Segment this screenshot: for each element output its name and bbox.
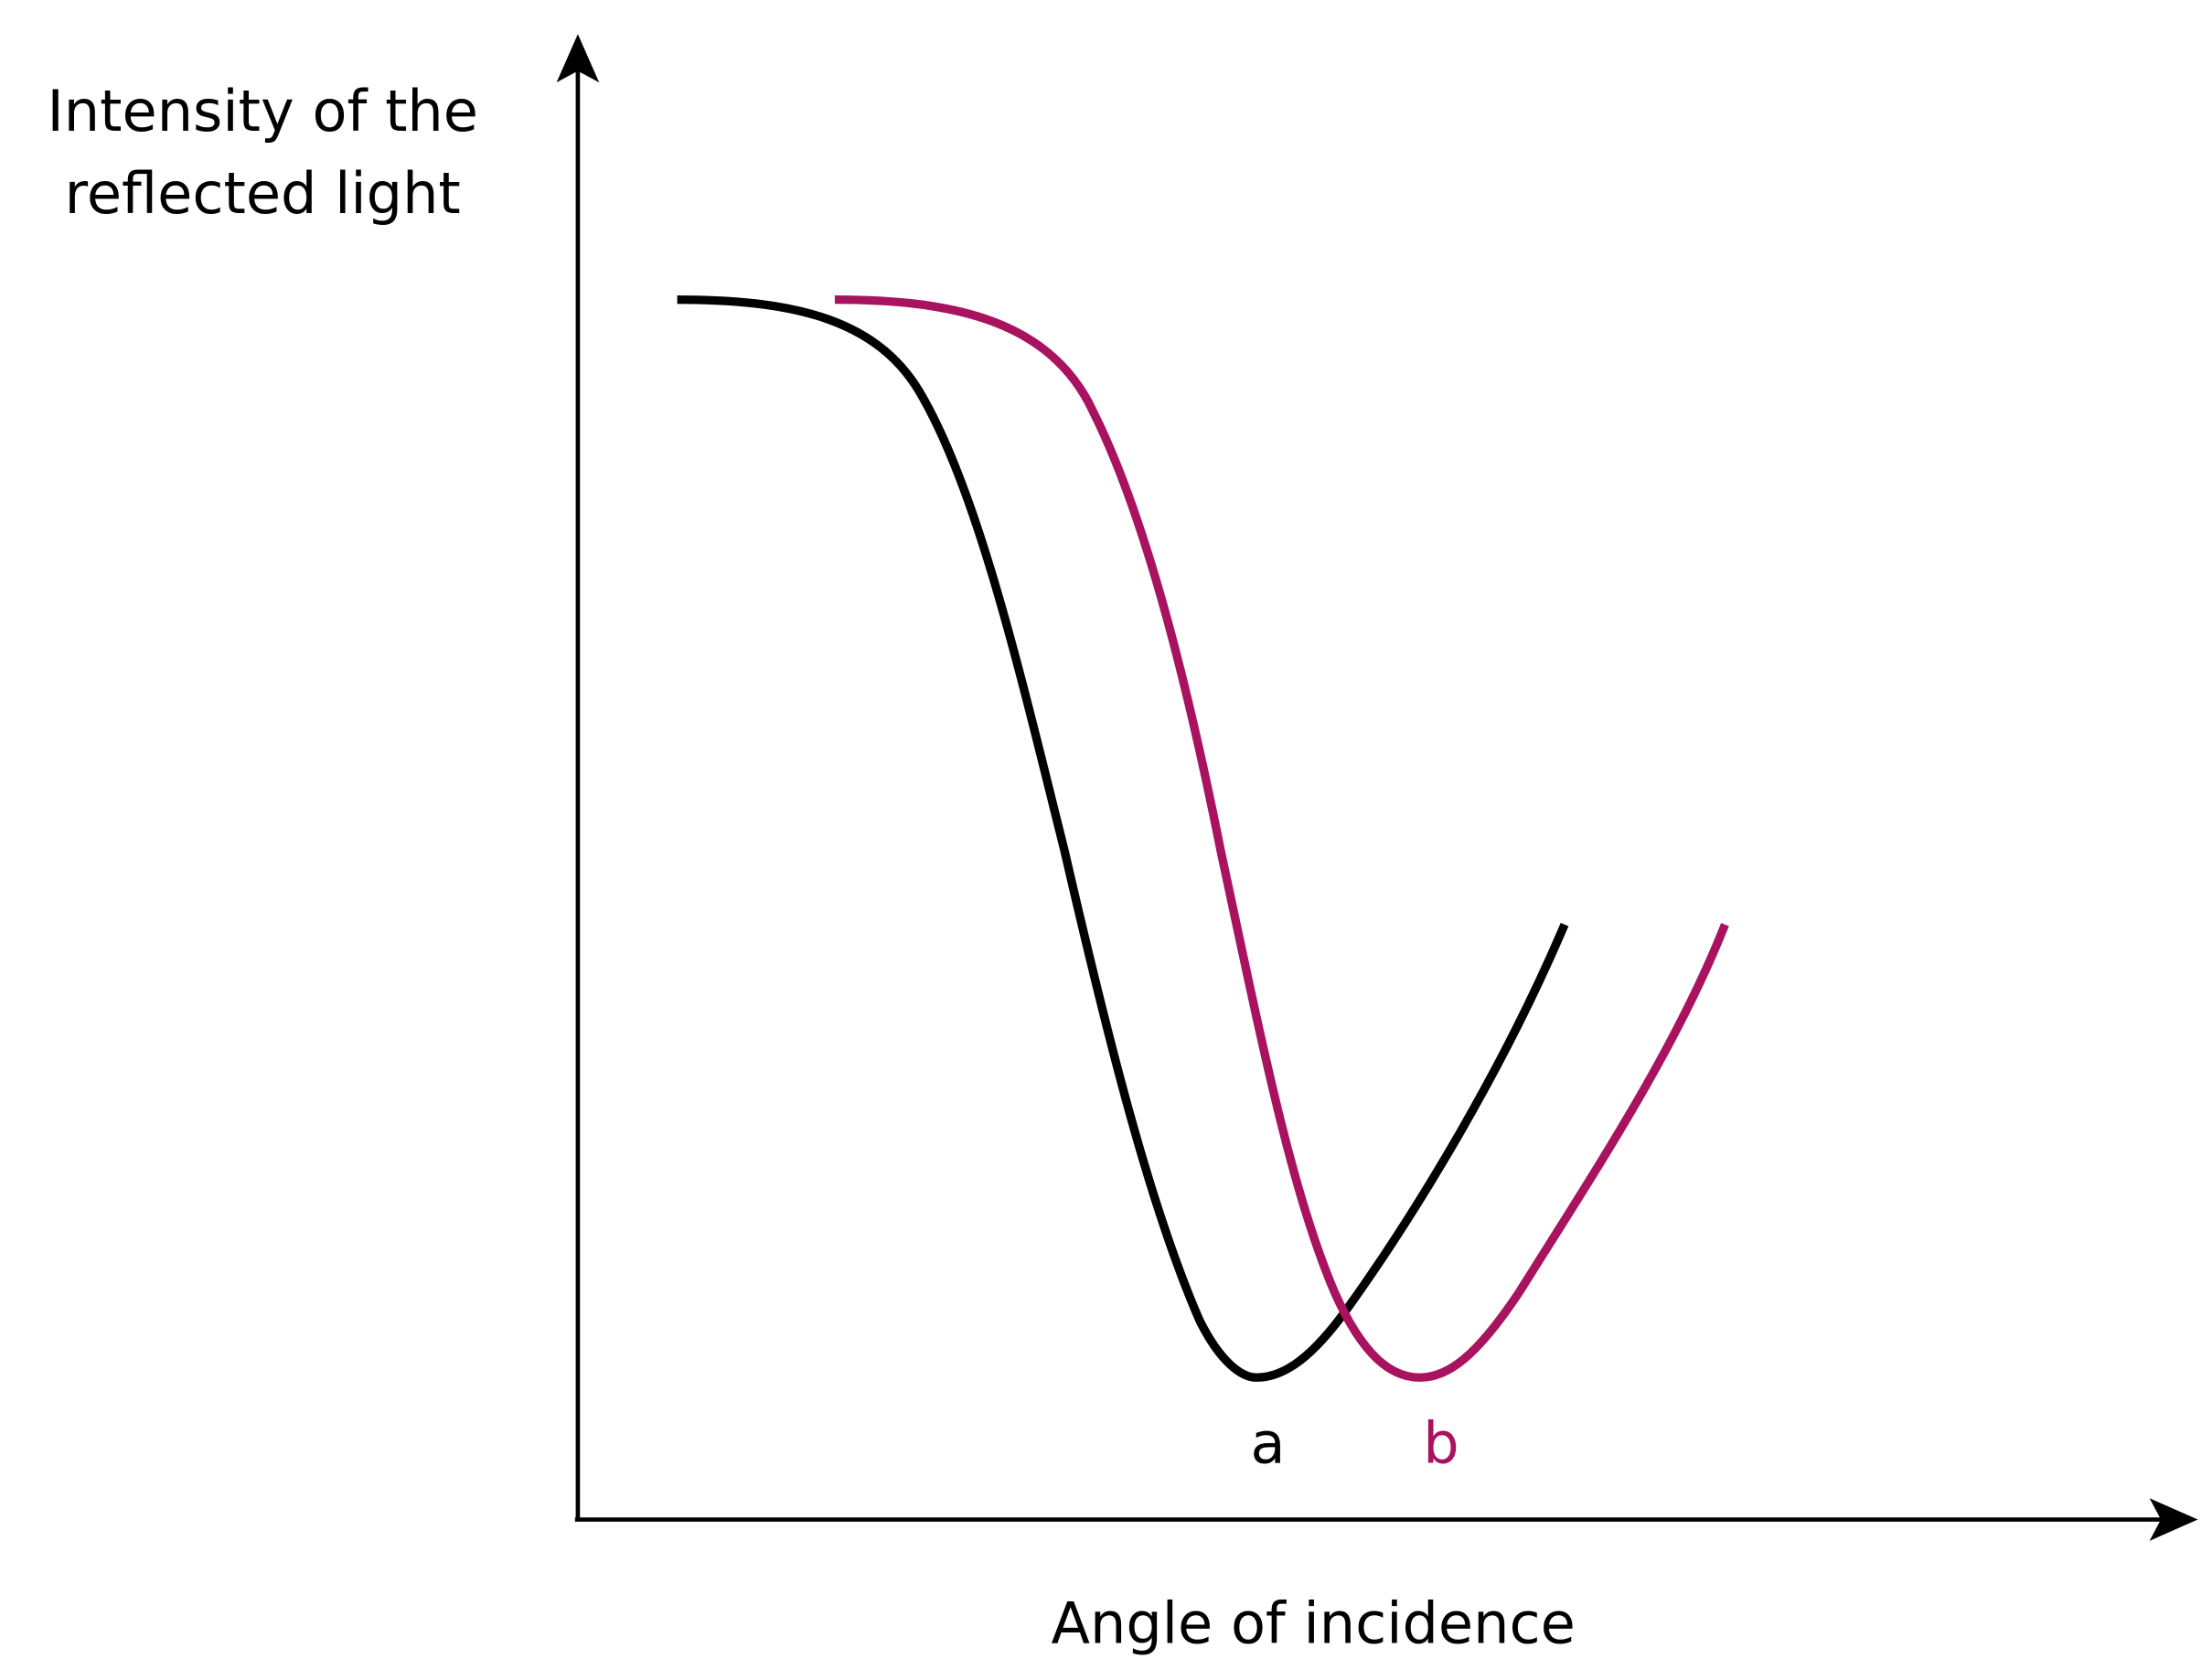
curve-label: b <box>1423 1409 1459 1476</box>
curve-b <box>834 294 1729 1382</box>
curve-a <box>677 294 1569 1382</box>
curve-label: a <box>1250 1409 1285 1476</box>
y-axis-label: reflected light <box>65 160 461 227</box>
y-axis-arrow <box>556 34 600 83</box>
x-axis-arrow <box>2149 1498 2198 1541</box>
x-axis-label: Angle of incidence <box>1052 1590 1576 1657</box>
y-axis-label: Intensity of the <box>48 78 478 144</box>
